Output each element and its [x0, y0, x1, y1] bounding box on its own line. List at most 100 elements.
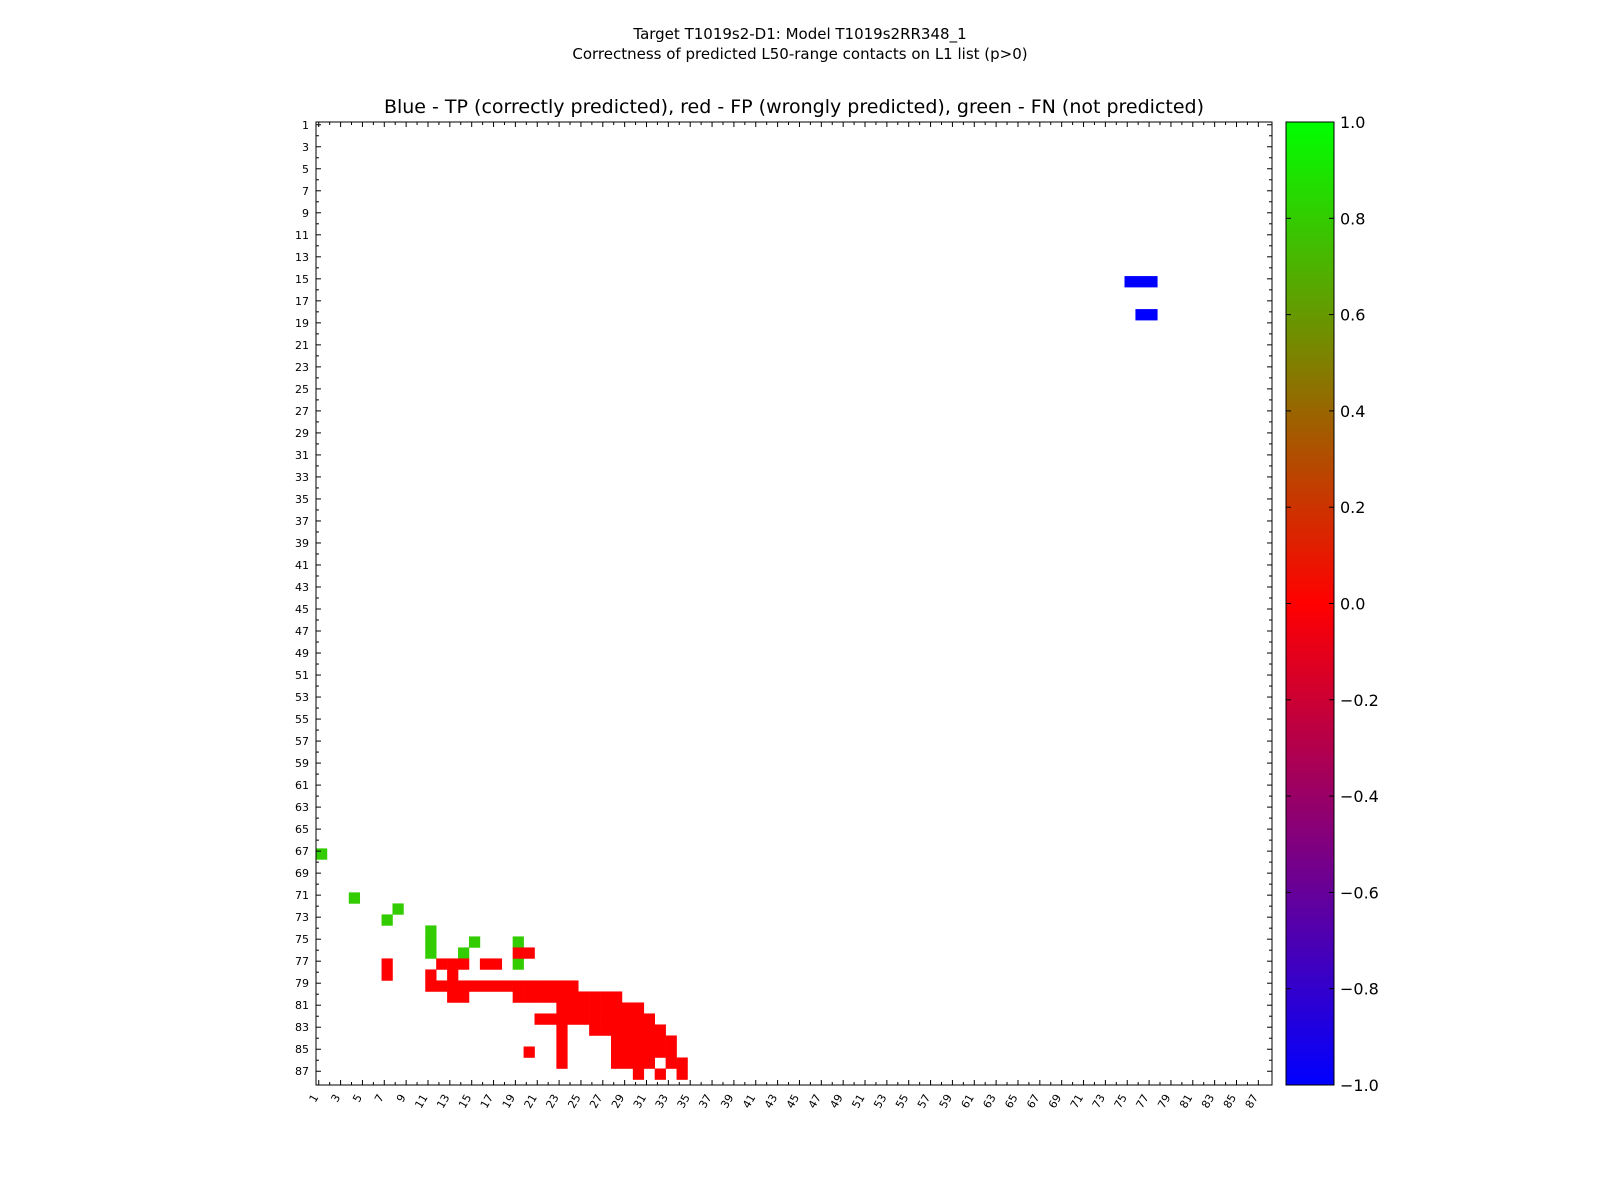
- y-tick-label: 15: [295, 273, 309, 286]
- contact-cell-fp: [534, 991, 546, 1003]
- x-tick-label: 3: [328, 1092, 343, 1105]
- contact-cell-fp: [512, 991, 524, 1003]
- y-tick-label: 61: [295, 779, 309, 792]
- x-tick-label: 65: [1002, 1092, 1020, 1111]
- contact-cell-fp: [523, 991, 535, 1003]
- contact-cell-fn: [392, 903, 404, 915]
- x-tick-label: 41: [740, 1092, 758, 1111]
- contact-cell-fp: [468, 980, 481, 992]
- x-tick-label: 9: [394, 1092, 409, 1105]
- x-tick-label: 23: [543, 1092, 561, 1111]
- contact-cell-tp: [1146, 276, 1158, 288]
- x-tick-label: 67: [1024, 1092, 1042, 1111]
- contact-cell-fp: [556, 1024, 568, 1036]
- contact-cell-fn: [348, 892, 361, 904]
- x-tick-label: 27: [587, 1092, 605, 1111]
- x-tick-label: 69: [1046, 1092, 1064, 1111]
- contact-cell-fn: [316, 848, 328, 860]
- y-tick-label: 11: [295, 229, 309, 242]
- contact-cell-fn: [468, 936, 481, 948]
- x-tick-label: 33: [653, 1092, 671, 1111]
- x-tick-label: 73: [1090, 1092, 1108, 1111]
- y-tick-label: 69: [295, 867, 309, 880]
- contact-cell-fp: [425, 969, 437, 981]
- contact-cell-fp: [578, 1013, 590, 1025]
- y-tick-label: 19: [295, 317, 309, 330]
- contact-cell-fp: [632, 1035, 645, 1047]
- contact-cell-fp: [447, 980, 459, 992]
- x-tick-label: 13: [434, 1092, 452, 1111]
- x-tick-label: 55: [893, 1092, 911, 1111]
- contact-cell-fp: [632, 1068, 645, 1080]
- x-tick-label: 37: [696, 1092, 714, 1111]
- contact-cell-tp: [1146, 309, 1158, 321]
- contact-cell-fp: [665, 1057, 677, 1069]
- colorbar-tick-label: 0.6: [1340, 306, 1365, 325]
- contact-cell-fp: [479, 980, 492, 992]
- contact-cell-fn: [512, 936, 524, 948]
- x-tick-label: 83: [1199, 1092, 1217, 1111]
- contact-cell-fn: [512, 958, 524, 970]
- y-tick-label: 85: [295, 1043, 309, 1056]
- colorbar-tick-label: −0.6: [1340, 883, 1379, 902]
- y-tick-label: 75: [295, 933, 309, 946]
- contact-cell-fp: [621, 1002, 634, 1014]
- y-tick-label: 7: [302, 185, 309, 198]
- x-tick-label: 59: [937, 1092, 955, 1111]
- contact-cell-fp: [567, 991, 579, 1003]
- x-tick-label: 77: [1133, 1092, 1151, 1111]
- contact-cell-fn: [425, 947, 437, 959]
- contact-cell-fp: [665, 1035, 677, 1047]
- contact-cell-fn: [425, 936, 437, 948]
- contact-cell-fp: [600, 1013, 612, 1025]
- x-tick-label: 63: [980, 1092, 998, 1111]
- contact-cell-fp: [381, 958, 393, 970]
- x-tick-label: 61: [959, 1092, 977, 1111]
- x-tick-label: 19: [500, 1092, 518, 1111]
- y-tick-label: 31: [295, 449, 309, 462]
- contact-cell-fp: [610, 1024, 623, 1036]
- contact-cell-fp: [632, 1024, 645, 1036]
- x-tick-label: 15: [456, 1092, 474, 1111]
- contact-cell-fp: [621, 1057, 634, 1069]
- contact-cell-fp: [654, 1024, 666, 1036]
- x-tick-label: 39: [718, 1092, 736, 1111]
- x-tick-label: 79: [1155, 1092, 1173, 1111]
- x-tick-label: 29: [609, 1092, 627, 1111]
- y-tick-label: 53: [295, 691, 309, 704]
- suptitle-line-2: Correctness of predicted L50-range conta…: [572, 45, 1027, 63]
- y-tick-label: 47: [295, 625, 309, 638]
- contact-cell-fp: [458, 980, 470, 992]
- x-tick-label: 81: [1177, 1092, 1195, 1111]
- contact-cell-fp: [632, 1046, 645, 1058]
- x-tick-label: 25: [565, 1092, 583, 1111]
- axis-ticks: [316, 122, 1272, 1085]
- x-tick-label: 11: [412, 1092, 430, 1111]
- contact-cell-tp: [1124, 276, 1136, 288]
- y-tick-label: 43: [295, 581, 309, 594]
- contact-cell-fp: [490, 958, 503, 970]
- colorbar-tick-label: 0.8: [1340, 209, 1365, 228]
- colorbar: [1285, 121, 1335, 1086]
- colorbar-tick-label: 0.0: [1340, 595, 1365, 614]
- contact-cell-fp: [578, 1002, 590, 1014]
- y-tick-label: 49: [295, 647, 309, 660]
- y-tick-label: 29: [295, 427, 309, 440]
- contact-cell-fp: [447, 991, 459, 1003]
- y-tick-label: 37: [295, 515, 309, 528]
- x-tick-label: 35: [675, 1092, 693, 1111]
- contact-cell-fp: [589, 991, 601, 1003]
- colorbar-tick-label: 1.0: [1340, 113, 1365, 132]
- contact-cell-fp: [556, 1002, 568, 1014]
- contact-cell-fp: [621, 1024, 634, 1036]
- contact-cell-fn: [458, 947, 470, 959]
- contact-cell-fp: [610, 1057, 623, 1069]
- colorbar-ticks: 1.0 0.8 0.6 0.4 0.2 0.0 −0.2 −0.4 −0.6 −0.8 −1.0: [1286, 113, 1379, 1095]
- contact-cell-fp: [436, 958, 448, 970]
- y-tick-label: 63: [295, 801, 309, 814]
- contact-cell-fp: [556, 980, 568, 992]
- contact-cell-fp: [676, 1057, 688, 1069]
- contact-cell-fp: [381, 969, 393, 981]
- contact-cell-fp: [567, 1013, 579, 1025]
- contact-cell-fp: [567, 1002, 579, 1014]
